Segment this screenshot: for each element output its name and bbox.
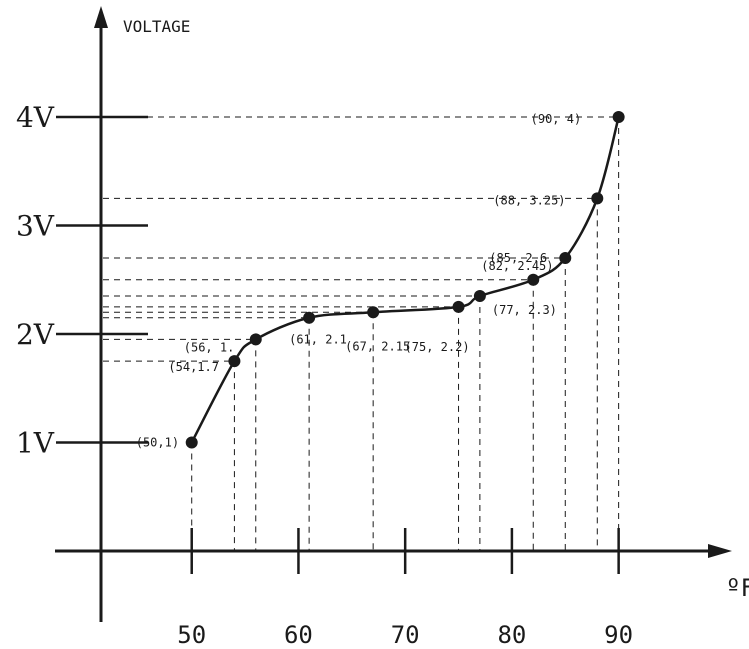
ticks: 50 60 70 80 90 1V 2V 3V 4V [16,101,633,649]
data-point-label: (82, 2.45) [481,259,553,273]
x-axis-arrow-icon [708,544,732,558]
data-point-label: (50,1) [136,436,179,450]
x-tick-label: 60 [284,621,313,649]
y-axis-arrow-icon [94,6,108,28]
data-point [303,311,316,324]
y-tick-label: 4V [16,101,55,134]
data-point [452,300,465,313]
x-tick-label: 80 [497,621,526,649]
data-point [367,306,380,319]
data-point-label: (61, 2.1 [289,333,347,347]
data-point-label: (88, 3.25) [493,193,565,207]
y-tick-label: 2V [16,318,55,351]
data-point-label: (75, 2.2) [405,340,470,354]
data-point [249,333,262,346]
data-point [185,436,198,449]
data-point-label: (77, 2.3) [492,303,557,317]
data-point-label: (56, 1. [184,340,235,354]
y-axis-title: VOLTAGE [123,17,190,36]
labels: VOLTAGE ºF [123,17,749,602]
x-tick-label: 70 [391,621,420,649]
y-tick-label: 1V [16,427,55,460]
y-tick-label: 3V [16,210,55,243]
data-point-label: (54,1.7 [168,360,219,374]
data-point [559,252,572,265]
x-axis-unit: ºF [726,574,749,602]
axes [55,6,732,622]
x-tick-label: 90 [604,621,633,649]
data-point-label: (67, 2.15 [345,339,410,353]
data-point [591,192,604,205]
data-point [612,111,625,123]
dashed-guides [103,116,620,551]
data-point-label: (90, 4) [531,112,582,126]
data-point-label: (85, 2.6 [489,251,547,265]
data-points: (50,1) (54,1.7 (56, 1. (61, 2.1(67, 2.15(75… [136,111,625,450]
x-tick-label: 50 [177,621,206,649]
data-point [473,290,486,303]
data-point [527,273,540,286]
data-point [228,355,241,368]
